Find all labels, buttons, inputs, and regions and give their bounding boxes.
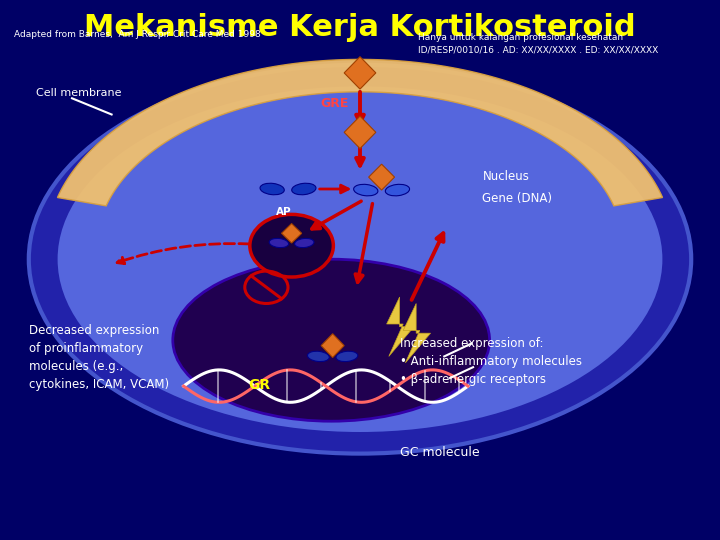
Polygon shape	[403, 303, 431, 363]
Polygon shape	[344, 57, 376, 89]
Ellipse shape	[29, 65, 691, 454]
Text: GRE: GRE	[320, 97, 349, 110]
Ellipse shape	[269, 238, 289, 248]
Ellipse shape	[354, 184, 378, 196]
Ellipse shape	[336, 351, 358, 362]
Circle shape	[250, 214, 333, 277]
Text: AP: AP	[276, 207, 292, 217]
Text: Hanya untuk kalangan profesional kesehatan
ID/RESP/0010/16 . AD: XX/XX/XXXX . ED: Hanya untuk kalangan profesional kesehat…	[418, 33, 658, 55]
Text: GC molecule: GC molecule	[400, 446, 480, 459]
Ellipse shape	[292, 183, 316, 195]
Ellipse shape	[307, 351, 329, 362]
Ellipse shape	[385, 184, 410, 196]
Ellipse shape	[294, 238, 314, 248]
Text: Increased expression of:
• Anti-inflammatory molecules
• β-adrenergic receptors: Increased expression of: • Anti-inflamma…	[400, 338, 582, 387]
Polygon shape	[344, 116, 376, 148]
Ellipse shape	[58, 86, 662, 432]
Text: Adapted from Barnes,  Am J Respir Crit Care Med 1998: Adapted from Barnes, Am J Respir Crit Ca…	[14, 30, 261, 39]
Ellipse shape	[173, 259, 490, 421]
Polygon shape	[58, 59, 662, 206]
Text: GR: GR	[248, 378, 271, 392]
Polygon shape	[282, 224, 302, 243]
Text: Decreased expression
of proinflammatory
molecules (e.g.,
cytokines, ICAM, VCAM): Decreased expression of proinflammatory …	[29, 324, 169, 391]
Polygon shape	[387, 297, 414, 356]
Text: Nucleus: Nucleus	[482, 170, 529, 183]
Text: Cell membrane: Cell membrane	[36, 88, 122, 98]
Ellipse shape	[260, 183, 284, 195]
Text: Gene (DNA): Gene (DNA)	[482, 192, 552, 205]
Text: Mekanisme Kerja Kortikosteroid: Mekanisme Kerja Kortikosteroid	[84, 14, 636, 43]
Polygon shape	[321, 334, 344, 357]
Polygon shape	[369, 164, 395, 190]
